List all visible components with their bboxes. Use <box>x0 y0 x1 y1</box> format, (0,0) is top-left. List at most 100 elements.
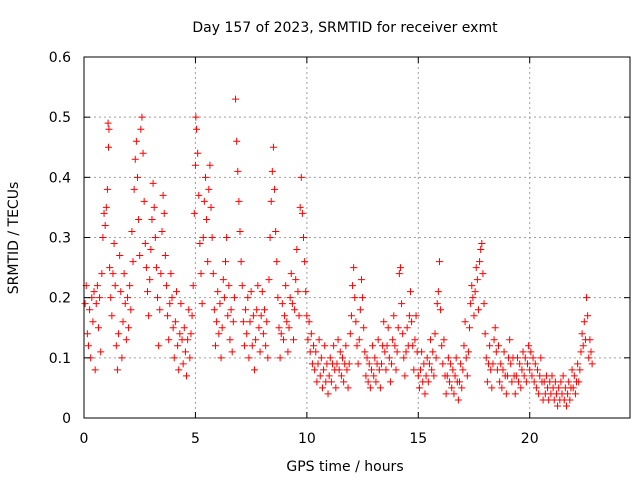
data-point-marker <box>559 372 567 380</box>
data-point-marker <box>216 300 224 308</box>
data-point-marker <box>393 348 401 356</box>
data-point-marker <box>172 288 180 296</box>
data-point-marker <box>519 348 527 356</box>
data-point-marker <box>500 348 508 356</box>
x-tick-label: 0 <box>80 431 89 447</box>
data-point-marker <box>522 378 530 386</box>
data-point-marker <box>204 258 212 266</box>
data-point-marker <box>268 167 276 175</box>
data-point-marker <box>139 149 147 157</box>
data-point-marker <box>356 306 364 314</box>
data-point-marker <box>412 312 420 320</box>
data-point-marker <box>169 324 177 332</box>
data-point-marker <box>211 342 219 350</box>
data-point-marker <box>155 342 163 350</box>
data-point-marker <box>305 318 313 326</box>
y-tick-label: 0.1 <box>49 351 71 367</box>
data-point-marker <box>402 348 410 356</box>
data-point-marker <box>144 288 152 296</box>
data-point-marker <box>481 330 489 338</box>
data-point-marker <box>430 372 438 380</box>
data-point-marker <box>467 300 475 308</box>
data-point-marker <box>564 390 572 398</box>
data-point-marker <box>497 360 505 368</box>
data-point-marker <box>508 378 516 386</box>
data-point-marker <box>224 312 232 320</box>
data-point-marker <box>259 330 267 338</box>
data-point-marker <box>146 276 154 284</box>
data-point-marker <box>565 378 573 386</box>
data-point-marker <box>431 330 439 338</box>
data-point-marker <box>176 330 184 338</box>
data-point-marker <box>344 384 352 392</box>
data-point-marker <box>327 378 335 386</box>
data-point-marker <box>339 354 347 362</box>
data-point-marker <box>575 378 583 386</box>
data-point-marker <box>580 318 588 326</box>
data-point-marker <box>272 227 280 235</box>
data-point-marker <box>210 306 218 314</box>
data-point-marker <box>499 366 507 374</box>
data-point-marker <box>229 318 237 326</box>
data-point-marker <box>112 342 120 350</box>
data-point-marker <box>219 276 227 284</box>
data-point-marker <box>205 185 213 193</box>
data-point-marker <box>347 312 355 320</box>
data-point-marker <box>110 240 118 248</box>
data-point-marker <box>226 336 234 344</box>
data-point-marker <box>247 288 255 296</box>
data-point-marker <box>396 264 404 272</box>
data-point-marker <box>249 312 257 320</box>
data-point-marker <box>321 342 329 350</box>
data-point-marker <box>81 300 89 308</box>
data-point-marker <box>250 366 258 374</box>
data-point-marker <box>427 336 435 344</box>
data-point-marker <box>97 348 105 356</box>
data-point-marker <box>577 348 585 356</box>
data-points <box>81 95 596 410</box>
data-point-marker <box>392 366 400 374</box>
data-point-marker <box>161 252 169 260</box>
data-point-marker <box>159 191 167 199</box>
data-point-marker <box>106 264 114 272</box>
data-point-marker <box>370 372 378 380</box>
data-point-marker <box>502 390 510 398</box>
data-point-marker <box>248 342 256 350</box>
data-point-marker <box>324 390 332 398</box>
data-point-marker <box>352 318 360 326</box>
data-point-marker <box>366 384 374 392</box>
data-point-marker <box>529 354 537 362</box>
data-point-marker <box>156 306 164 314</box>
data-point-marker <box>525 342 533 350</box>
y-tick-label: 0.3 <box>49 231 71 247</box>
data-point-marker <box>531 360 539 368</box>
data-point-marker <box>570 372 578 380</box>
data-point-marker <box>466 324 474 332</box>
data-point-marker <box>440 336 448 344</box>
data-point-marker <box>362 372 370 380</box>
data-point-marker <box>483 378 491 386</box>
data-point-marker <box>409 342 417 350</box>
data-point-marker <box>304 336 312 344</box>
data-point-marker <box>294 288 302 296</box>
data-point-marker <box>84 342 92 350</box>
data-point-marker <box>353 342 361 350</box>
data-point-marker <box>158 227 166 235</box>
data-point-marker <box>253 306 261 314</box>
data-point-marker <box>283 318 291 326</box>
data-point-marker <box>301 258 309 266</box>
data-point-marker <box>381 348 389 356</box>
data-point-marker <box>527 348 535 356</box>
data-point-marker <box>375 366 383 374</box>
data-point-marker <box>492 348 500 356</box>
data-point-marker <box>194 149 202 157</box>
data-point-marker <box>197 270 205 278</box>
data-point-marker <box>267 197 275 205</box>
data-point-marker <box>192 113 200 121</box>
data-point-marker <box>371 354 379 362</box>
data-point-marker <box>354 360 362 368</box>
data-point-marker <box>300 234 308 241</box>
data-point-marker <box>578 330 586 338</box>
data-point-marker <box>295 312 303 320</box>
